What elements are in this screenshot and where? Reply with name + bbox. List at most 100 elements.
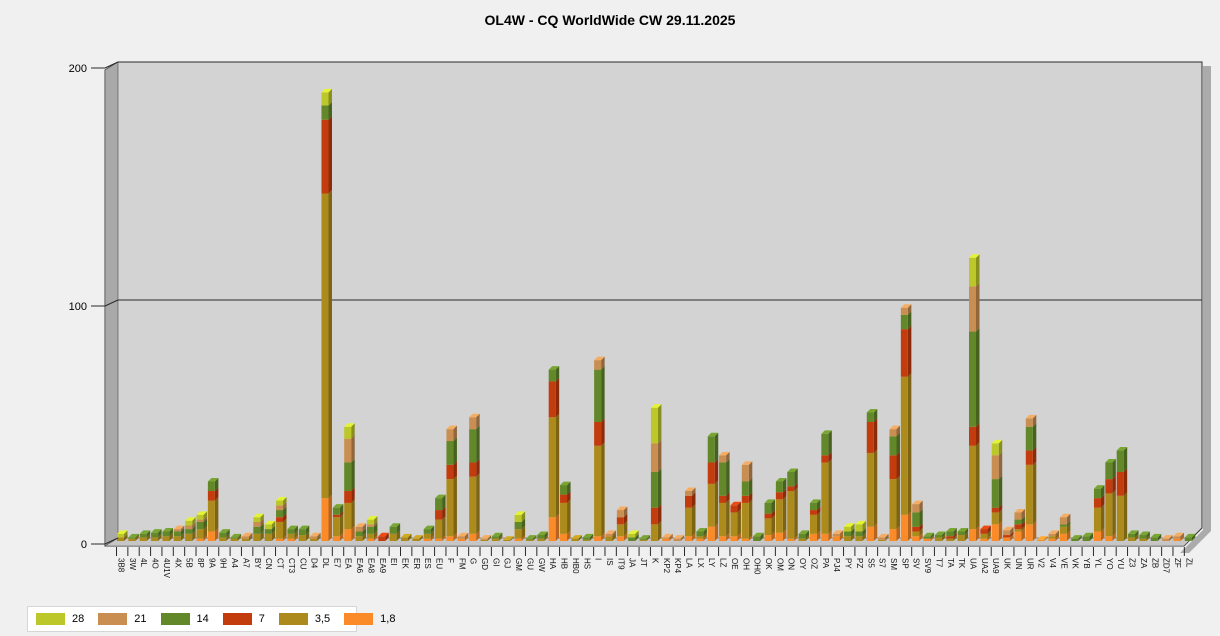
x-axis-label: GI [491,558,500,566]
x-axis-label: 9A [207,558,216,568]
x-axis-label: T7 [934,558,943,568]
bar-4U1V [162,527,173,541]
x-axis-label: 9H [219,558,228,568]
bar-UK [1003,526,1014,541]
x-axis-label: OM [775,558,784,571]
bar-F [446,425,457,541]
bar-4O [151,529,162,541]
x-axis-label: 3W [128,558,137,570]
x-axis-label: EI [389,558,398,566]
bar-CT3 [287,525,298,541]
x-axis-label: IS [605,558,614,566]
x-axis-label: UN [1014,558,1023,570]
x-axis-label: JA [628,558,637,568]
x-axis-label: LZ [719,558,728,567]
bar-GU [525,535,537,541]
legend-swatch [160,613,190,625]
x-axis-label: EA [344,558,353,569]
x-axis-label: KP4 [673,558,682,574]
legend-item-7: 7 [222,613,265,625]
x-axis-label: 4L [139,558,148,567]
x-axis-label: LA [685,558,694,568]
bar-PA [821,430,832,541]
bar-9A [207,478,219,541]
bar-OE [730,501,741,541]
bar-ZD7 [1162,535,1173,541]
bar-ZF [1173,532,1184,541]
bar-UA9 [991,439,1003,541]
x-axis-label: E7 [332,558,341,568]
x-axis-label: GD [480,558,489,570]
x-axis-label: TK [957,558,966,569]
bar-G [469,413,480,541]
x-axis-label: SV [912,558,921,569]
bar-CN [264,520,276,541]
legend-item-21: 21 [98,613,147,625]
bar-VK [1071,535,1082,541]
x-axis-label: YO [1105,558,1114,570]
bar-SP [900,304,912,541]
bar-IT9 [616,506,628,541]
y-axis-label: 200 [69,63,87,75]
x-axis-label: UA9 [991,558,1000,574]
x-axis-label: K [650,558,659,564]
x-axis-label: SV9 [923,558,932,574]
bar-ZL [1184,533,1196,541]
grid-layer [118,61,1202,301]
bar-YB [1082,532,1094,541]
bar-JA [628,530,639,541]
bar-PJ4 [832,530,844,541]
bar-EI [389,523,401,541]
bar-I [594,356,605,541]
x-axis-label: YL [1093,558,1102,568]
x-axis-label: CN [264,558,273,570]
x-axis-label: TA [946,558,955,568]
bars-layer [117,88,1196,541]
x-axis-label: EA8 [366,558,375,574]
x-axis-label: GU [525,558,534,570]
bar-VE [1059,513,1071,541]
x-axis-label: EA6 [355,558,364,574]
x-axis-label: D4 [310,558,319,569]
y-axis-label: 0 [81,539,87,551]
x-axis-label: ZD7 [1162,558,1171,574]
bar-HA [548,366,560,541]
bar-K [650,404,662,541]
x-axis-label: IT9 [616,558,625,570]
bar-OK [764,499,776,541]
legend-swatch [278,613,308,625]
legend-item-14: 14 [160,613,209,625]
x-axis-label: 4U1V [162,558,171,579]
bar-4L [139,530,151,541]
x-axis-label: HB [560,558,569,569]
bar-BY [253,513,264,541]
legend-swatch [344,613,374,625]
x-axis-label: ES [423,558,432,569]
bar-EA9 [378,532,389,541]
bar-HS [582,533,594,541]
bar-ES [423,525,435,541]
legend-label: 28 [72,613,85,625]
x-axis-label: CT [276,558,285,569]
bar-UR [1025,414,1037,541]
bar-CT [276,497,287,541]
x-axis-label: UA2 [980,558,989,574]
bar-KP4 [673,535,685,541]
x-axis-label: Z3 [1128,558,1137,568]
bar-ZB [1150,533,1162,541]
x-axis-label: ON [787,558,796,570]
x-axis-label: F [446,558,455,563]
bar-IS [605,530,616,541]
x-axis-label: EK [401,558,410,569]
x-axis-label: SM [889,558,898,570]
x-axis-label: CT3 [287,558,296,574]
bar-LX [696,527,707,541]
bar-YU [1116,447,1128,541]
bar-HB0 [571,535,582,541]
x-axis-label: OH0 [753,558,762,575]
legend-label: 14 [196,613,209,625]
bar-UA2 [980,525,991,541]
x-axis-label: PJ4 [832,558,841,572]
bar-EA6 [355,523,367,541]
